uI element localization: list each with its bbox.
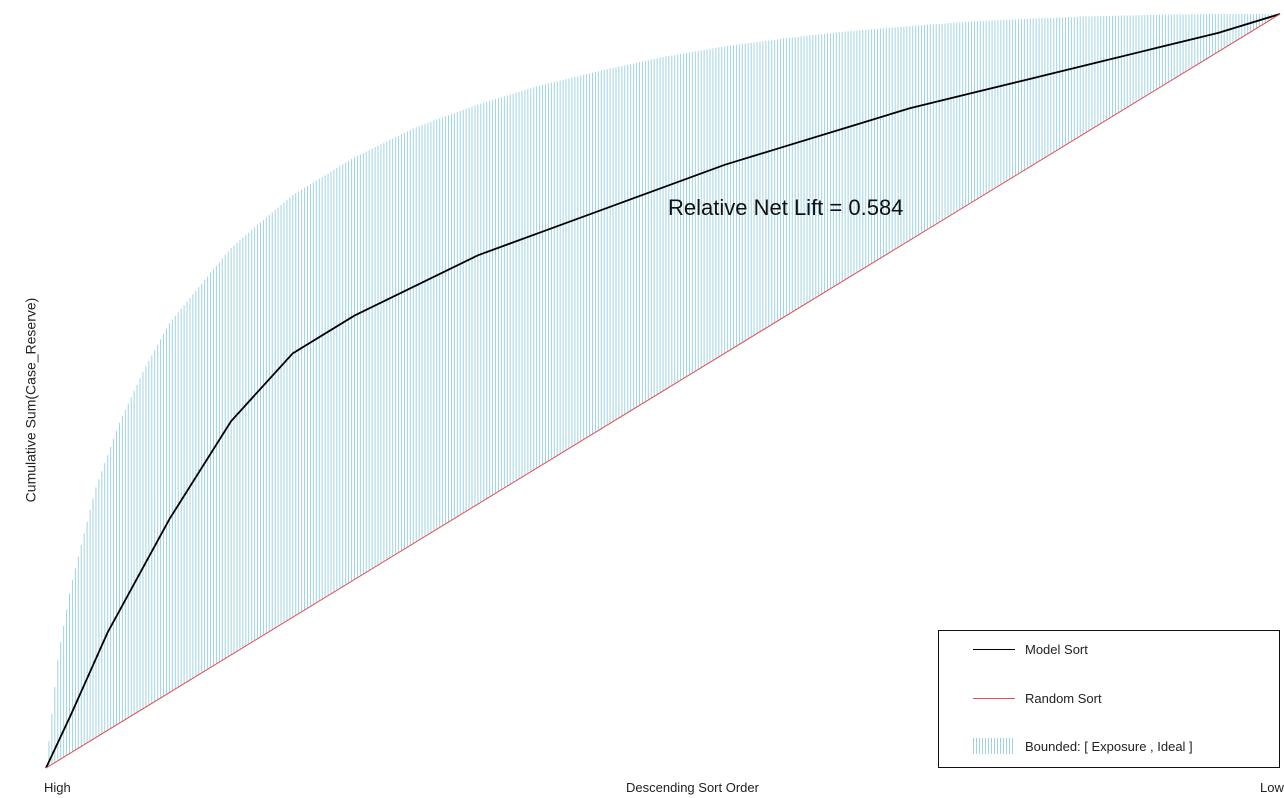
series-line-model-sort [45, 13, 1281, 769]
x-tick-label-low: Low [1260, 780, 1284, 795]
legend-swatch-random-sort [973, 688, 1015, 708]
legend-label-bounded: Bounded: [ Exposure , Ideal ] [1025, 738, 1193, 754]
series-line-random-sort [45, 13, 1281, 769]
y-axis-label: Cumulative Sum(Case_Reserve) [22, 297, 39, 503]
legend-swatch-model-sort [973, 639, 1015, 659]
legend-item-model-sort: Model Sort [973, 639, 1088, 659]
net-lift-annotation: Relative Net Lift = 0.584 [668, 195, 904, 220]
x-tick-label-high: High [44, 780, 71, 795]
legend-label-model-sort: Model Sort [1025, 641, 1088, 657]
legend: Model Sort Random Sort Bounded: [ Exposu… [938, 630, 1280, 768]
legend-label-random-sort: Random Sort [1025, 690, 1102, 706]
x-axis-label: Descending Sort Order [626, 780, 759, 795]
series-bounded-band [48, 14, 1278, 767]
legend-swatch-bounded [973, 736, 1015, 756]
legend-item-bounded: Bounded: [ Exposure , Ideal ] [973, 736, 1193, 756]
legend-item-random-sort: Random Sort [973, 688, 1102, 708]
